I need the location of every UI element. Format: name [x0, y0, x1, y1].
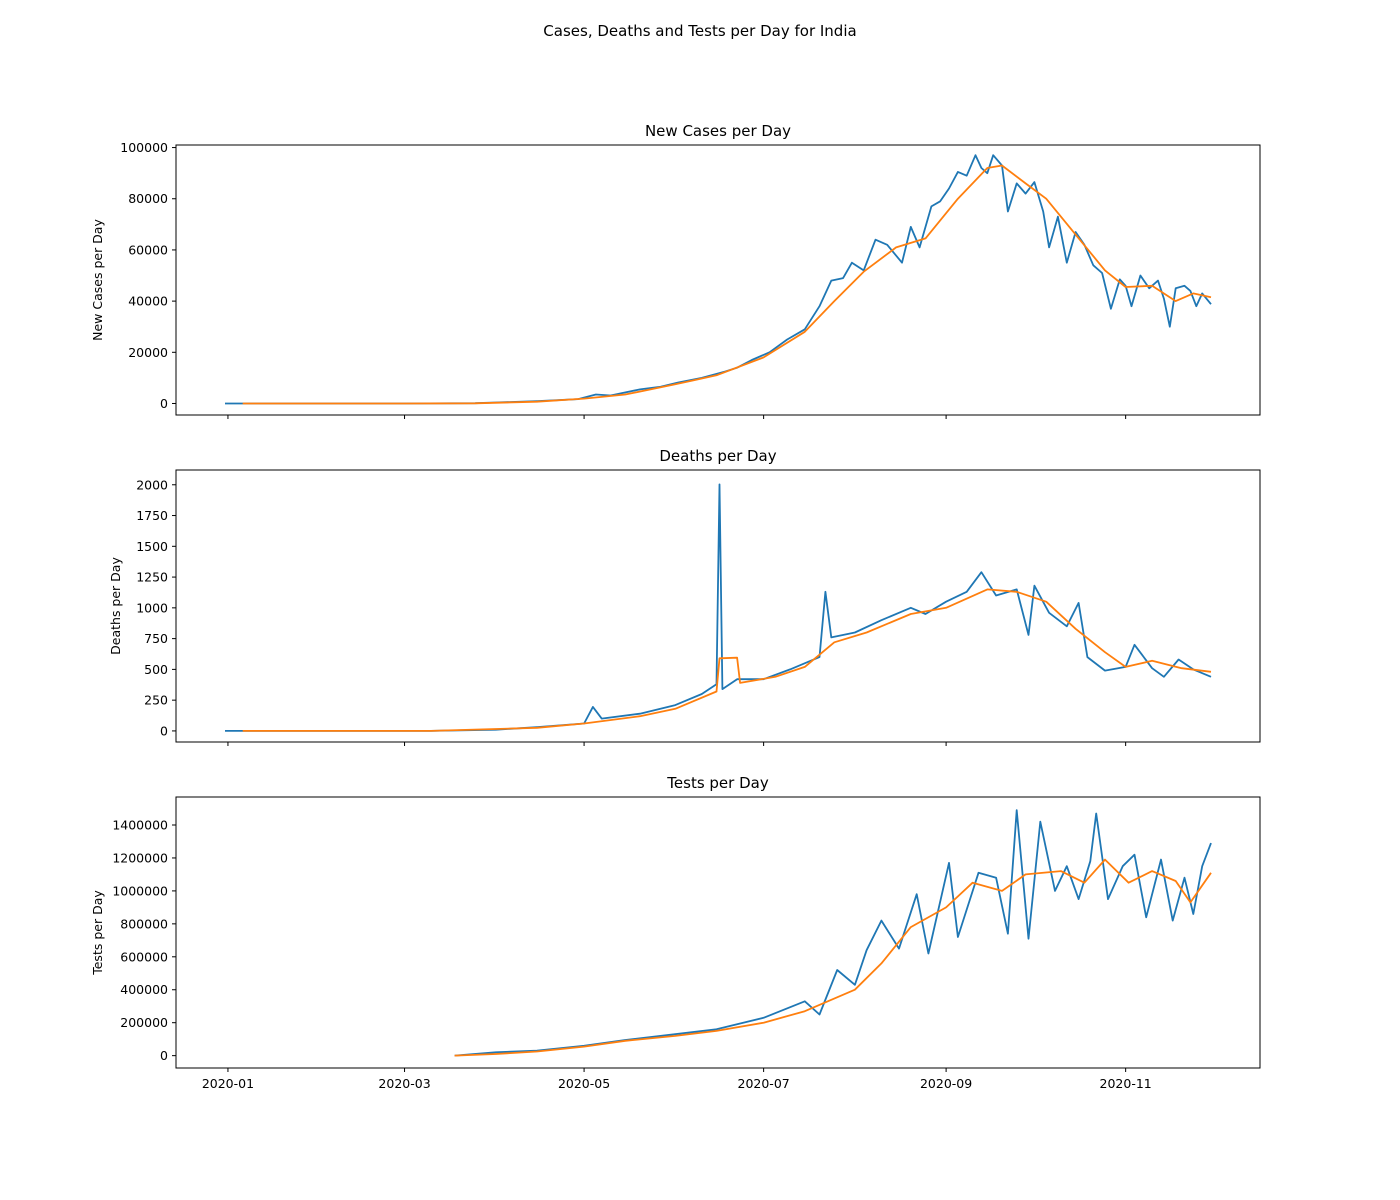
x-tick-label: 2020-07: [738, 1076, 790, 1091]
y-tick-label: 1000: [136, 600, 168, 615]
daily-series-line: [454, 809, 1212, 1057]
tests-subplot: Tests per Day Tests per Day 0 200000 400000 6…: [90, 774, 1261, 1091]
subplot-title: Tests per Day: [666, 774, 769, 792]
y-tick-label: 500: [144, 662, 168, 677]
y-tick-label: 400000: [120, 982, 168, 997]
y-tick-label: 100000: [120, 140, 168, 155]
figure-title: Cases, Deaths and Tests per Day for Indi…: [543, 22, 856, 40]
y-tick-label: 60000: [128, 242, 168, 257]
y-tick-label: 600000: [120, 949, 168, 964]
rolling-average-line: [454, 858, 1212, 1057]
plot-frame: [175, 796, 1261, 1069]
y-tick-label: 1200000: [112, 850, 168, 865]
daily-series-line: [225, 483, 1212, 732]
x-tick-label: 2020-03: [378, 1076, 430, 1091]
y-axis-label: Tests per Day: [90, 890, 105, 976]
rolling-average-line: [242, 588, 1212, 732]
y-tick-label: 1750: [136, 508, 168, 523]
subplot-title: New Cases per Day: [645, 122, 791, 140]
y-tick-label: 1000000: [112, 883, 168, 898]
y-tick-label: 200000: [120, 1015, 168, 1030]
y-axis-label: New Cases per Day: [90, 219, 105, 341]
y-tick-label: 80000: [128, 191, 168, 206]
y-tick-label: 2000: [136, 477, 168, 492]
deaths-subplot: Deaths per Day Deaths per Day 0 250 500 750 10…: [108, 447, 1261, 746]
subplot-title: Deaths per Day: [659, 447, 776, 465]
daily-series-line: [225, 154, 1212, 405]
y-tick-label: 0: [160, 1048, 168, 1063]
y-tick-label: 0: [160, 396, 168, 411]
x-tick-label: 2020-05: [558, 1076, 610, 1091]
x-tick-label: 2020-11: [1100, 1076, 1152, 1091]
y-tick-label: 0: [160, 723, 168, 738]
x-tick-label: 2020-09: [920, 1076, 972, 1091]
y-tick-label: 40000: [128, 294, 168, 309]
x-tick-label: 2020-01: [202, 1076, 254, 1091]
y-tick-label: 20000: [128, 345, 168, 360]
y-tick-label: 1250: [136, 570, 168, 585]
y-tick-label: 750: [144, 631, 168, 646]
y-tick-label: 1500: [136, 539, 168, 554]
y-tick-label: 800000: [120, 916, 168, 931]
new-cases-subplot: New Cases per Day New Cases per Day 0 20000…: [90, 122, 1261, 419]
plot-frame: [175, 144, 1261, 416]
y-tick-label: 250: [144, 693, 168, 708]
plot-frame: [175, 469, 1261, 743]
y-tick-label: 1400000: [112, 818, 168, 833]
y-axis-label: Deaths per Day: [108, 557, 123, 655]
rolling-average-line: [242, 164, 1212, 405]
